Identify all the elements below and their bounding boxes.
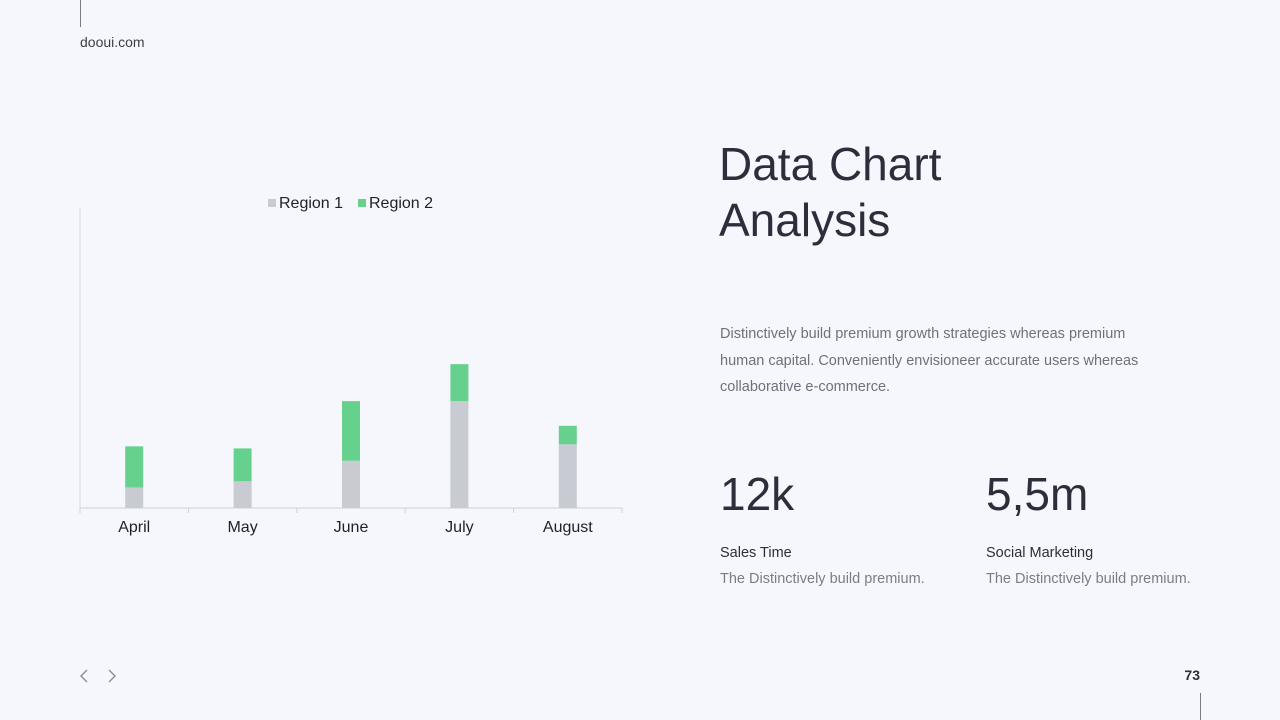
prev-button[interactable] — [76, 666, 92, 686]
brand-text: dooui.com — [80, 34, 145, 50]
legend-swatch-region-1 — [268, 199, 276, 207]
bar-july-region-1 — [450, 401, 469, 508]
bar-april-region-2 — [125, 446, 144, 488]
bottom-divider — [1200, 693, 1201, 720]
x-tick-label: August — [543, 519, 593, 536]
bar-may-region-2 — [233, 448, 252, 482]
x-tick-label: May — [227, 519, 257, 536]
legend-swatch-region-2 — [358, 199, 366, 207]
x-tick-label: April — [118, 519, 150, 536]
x-tick-label: June — [334, 519, 369, 536]
title-line-2: Analysis — [719, 194, 891, 246]
title-line-1: Data Chart — [719, 138, 942, 190]
bar-june-region-1 — [342, 460, 360, 508]
description-text: Distinctively build premium growth strat… — [720, 326, 1139, 395]
bar-may-region-1 — [233, 481, 252, 508]
legend-label-region-2: Region 2 — [369, 195, 433, 212]
stat-value-sales: 12k — [720, 468, 795, 520]
bar-june-region-2 — [342, 401, 360, 461]
bar-july-region-2 — [450, 364, 469, 402]
stat-value-marketing: 5,5m — [986, 468, 1089, 520]
stat-sub-sales: The Distinctively build premium. — [720, 571, 925, 587]
x-tick-label: July — [445, 519, 473, 536]
bar-april-region-1 — [125, 487, 144, 508]
legend-label-region-1: Region 1 — [279, 195, 343, 212]
page-title: Data Chart Analysis — [719, 136, 1139, 248]
stat-label-sales: Sales Time — [720, 545, 792, 561]
stat-sub-marketing: The Distinctively build premium. — [986, 571, 1191, 587]
chevron-right-icon — [108, 669, 116, 683]
bar-august-region-1 — [558, 444, 577, 508]
stat-label-marketing: Social Marketing — [986, 545, 1094, 561]
top-divider — [80, 0, 81, 27]
page-number: 73 — [1184, 667, 1200, 683]
bar-august-region-2 — [558, 425, 577, 445]
next-button[interactable] — [104, 666, 120, 686]
chevron-left-icon — [80, 669, 88, 683]
stacked-bar-chart: April May June July August Region 1 Region 2 — [79, 195, 623, 536]
